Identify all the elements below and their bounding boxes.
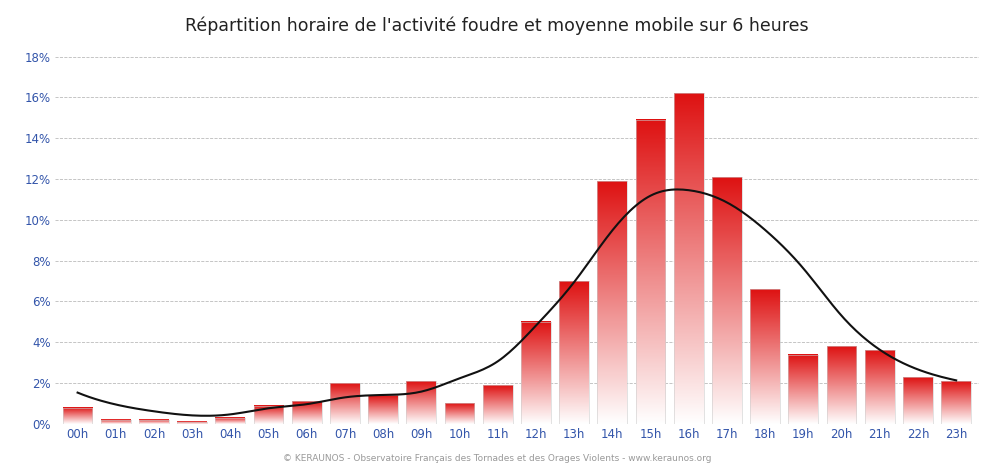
Text: © KERAUNOS - Observatoire Français des Tornades et des Orages Violents - www.ker: © KERAUNOS - Observatoire Français des T… bbox=[282, 454, 712, 463]
Text: Répartition horaire de l'activité foudre et moyenne mobile sur 6 heures: Répartition horaire de l'activité foudre… bbox=[185, 16, 809, 35]
